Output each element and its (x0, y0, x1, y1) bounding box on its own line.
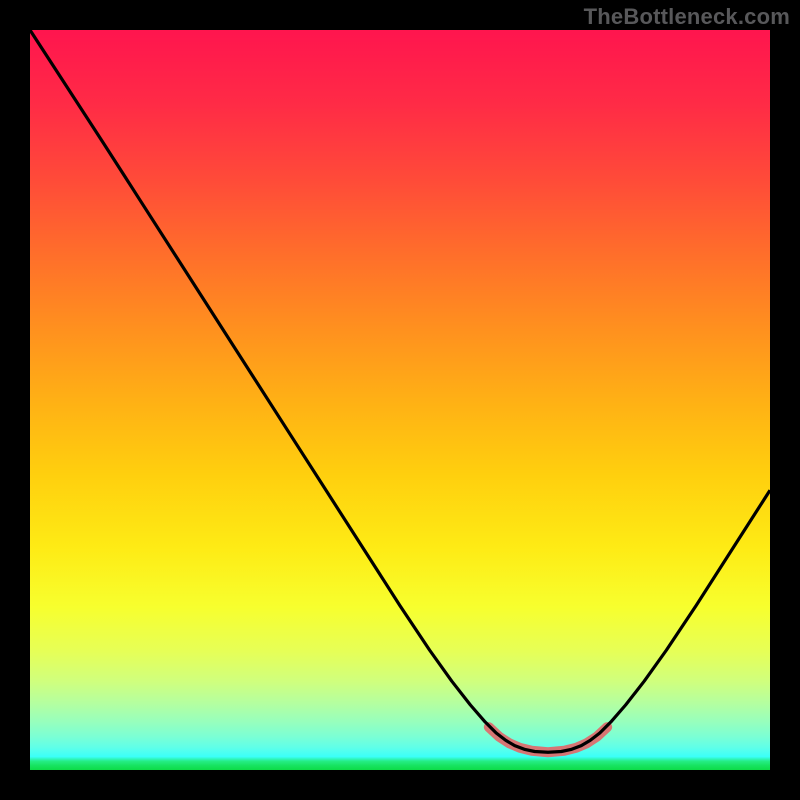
plot-area (30, 30, 770, 770)
curve-layer (30, 30, 770, 770)
watermark-label: TheBottleneck.com (584, 4, 790, 30)
bottleneck-main-curve (30, 30, 770, 752)
chart-frame: TheBottleneck.com (0, 0, 800, 800)
